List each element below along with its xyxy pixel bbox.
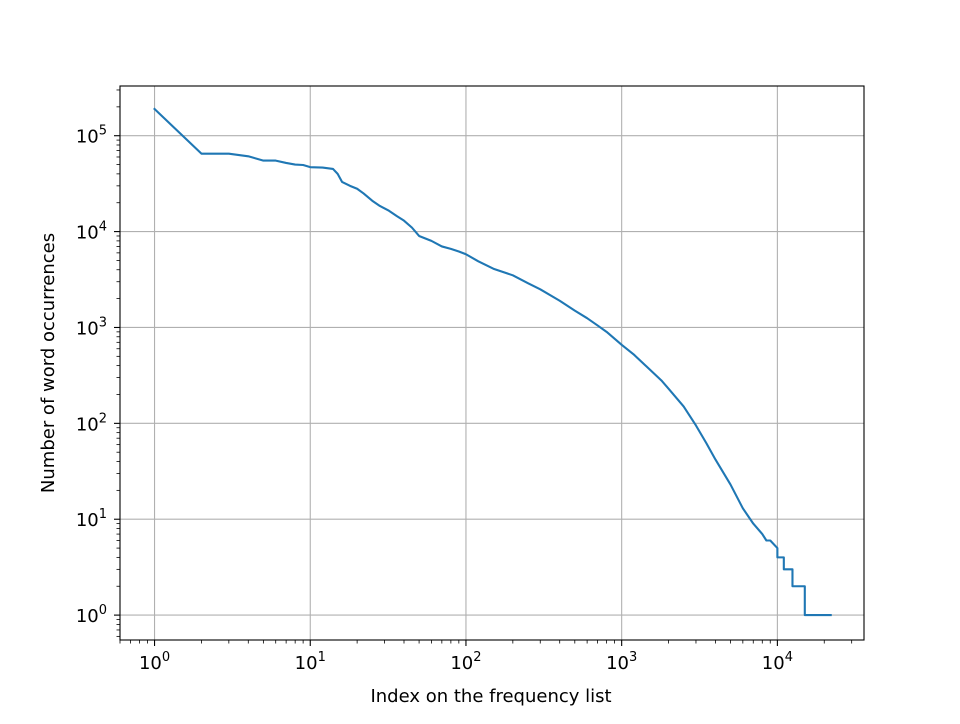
y-tick-label: 100 <box>76 603 107 627</box>
x-axis-label: Index on the frequency list <box>370 686 611 707</box>
grid-lines <box>120 86 864 640</box>
plot-frame <box>119 85 865 641</box>
x-tick-label: 104 <box>762 650 793 674</box>
x-tick-label: 101 <box>295 650 326 674</box>
y-tick-label: 103 <box>76 315 107 339</box>
y-axis-label: Number of word occurrences <box>38 233 59 493</box>
y-tick-label: 102 <box>76 411 107 435</box>
y-tick-labels: 100 101 102 103 104 105 <box>76 124 107 627</box>
x-tick-label: 103 <box>606 650 637 674</box>
data-series <box>153 107 832 617</box>
x-tick-labels: 100 101 102 103 104 <box>139 650 793 674</box>
major-ticks <box>114 135 778 646</box>
x-tick-label: 102 <box>450 650 481 674</box>
y-tick-label: 105 <box>76 124 107 148</box>
x-tick-label: 100 <box>139 650 170 674</box>
y-tick-label: 101 <box>76 507 107 531</box>
series-line <box>153 107 832 617</box>
minor-ticks <box>116 89 853 644</box>
y-tick-label: 104 <box>76 220 107 244</box>
